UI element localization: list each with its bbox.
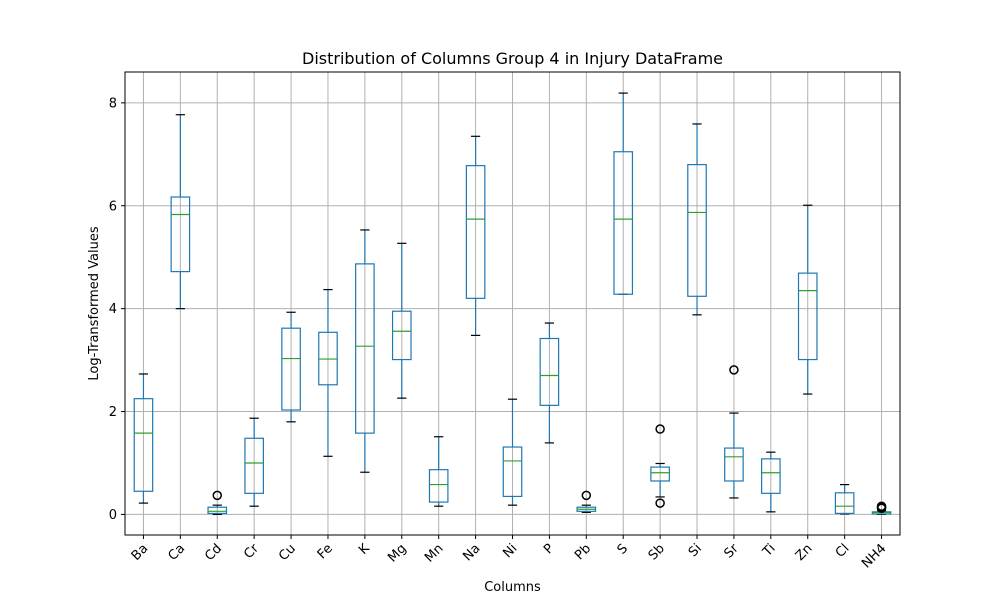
x-tick-label: P [541,541,557,557]
grid-layer [125,72,900,535]
y-tick-label: 0 [109,508,117,523]
box-Mn [428,436,449,507]
plot-layer [133,92,892,516]
x-tick-label: Sb [646,541,668,563]
box-Pb [576,490,597,513]
iqr-box [502,446,523,498]
iqr-box [834,492,855,514]
x-tick-label: K [356,541,373,558]
y-tick-label: 4 [109,302,117,317]
x-tick-label: Cd [202,541,225,564]
box-Na [465,135,486,336]
x-tick-label: Na [460,541,483,564]
y-tick-label: 2 [109,405,117,420]
box-P [539,322,560,444]
iqr-box [207,506,228,514]
outlier-point [655,424,665,434]
iqr-box [244,437,264,494]
iqr-box [724,447,744,482]
box-Ti [761,451,781,513]
chart-title: Distribution of Columns Group 4 in Injur… [302,49,723,68]
iqr-box [539,337,560,406]
x-tick-label: NH4 [859,541,889,571]
iqr-box [650,466,670,482]
box-Mg [391,242,412,399]
axis-layer: 0 2 4 6 8 Ba Ca Cd Cr Cu Fe K Mg Mn Na Ni P Pb S Sb Si Sr Ti Zn… [109,96,890,571]
box-Fe [318,289,338,457]
iqr-box [797,272,818,361]
x-tick-label: Ca [166,541,189,564]
iqr-box [428,469,449,503]
x-tick-label: Zn [793,541,816,564]
box-NH4 [871,501,892,516]
box-S [613,92,634,295]
iqr-box [170,196,191,273]
x-tick-label: Ba [129,541,152,564]
y-tick-label: 8 [109,96,117,111]
iqr-box [761,458,781,494]
iqr-box [613,151,634,295]
y-axis-label: Log-Transformed Values [87,226,102,380]
iqr-box [687,164,707,297]
x-tick-label: Mg [385,541,409,565]
box-Si [687,123,707,316]
outlier-point [212,490,223,501]
x-tick-label: Si [686,541,705,560]
box-Zn [797,204,818,395]
x-tick-label: Ni [500,541,520,561]
outlier-point [729,365,739,375]
outlier-point [655,498,665,508]
box-Cu [281,311,301,423]
box-Sb [650,424,670,508]
box-Cd [207,490,228,516]
x-tick-label: Sr [722,541,743,562]
iqr-box [281,327,301,411]
x-axis-label: Columns [484,580,541,595]
box-Cl [834,483,855,515]
x-tick-label: Cl [833,541,853,561]
x-tick-label: Mn [422,541,446,565]
y-tick-label: 6 [109,199,117,214]
iqr-box [133,398,154,492]
iqr-box [391,310,412,361]
x-tick-label: Fe [315,541,336,562]
box-Ni [502,398,523,506]
x-tick-label: Cr [241,541,262,562]
iqr-box [465,165,486,299]
x-tick-label: Ti [759,541,778,560]
outlier-point [581,490,592,501]
box-Ba [133,373,154,504]
iqr-box [355,263,375,434]
x-tick-label: Pb [572,541,594,563]
outlier-point [876,501,887,511]
x-tick-label: S [615,541,631,557]
box-Sr [724,365,744,499]
box-Ca [170,114,191,310]
box-K [355,229,375,473]
box-Cr [244,417,264,507]
x-tick-label: Cu [276,541,299,564]
